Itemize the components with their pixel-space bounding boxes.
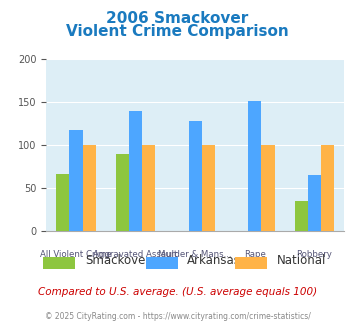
Text: Violent Crime Comparison: Violent Crime Comparison: [66, 24, 289, 39]
Text: Murder & Mans...: Murder & Mans...: [158, 250, 232, 259]
Text: Compared to U.S. average. (U.S. average equals 100): Compared to U.S. average. (U.S. average …: [38, 287, 317, 297]
Bar: [129, 111, 142, 231]
Bar: [308, 175, 321, 231]
Text: 2006 Smackover: 2006 Smackover: [106, 11, 248, 26]
Text: Aggravated Assault: Aggravated Assault: [93, 250, 178, 259]
Bar: [70, 130, 82, 231]
Text: Rape: Rape: [244, 250, 266, 259]
Text: © 2025 CityRating.com - https://www.cityrating.com/crime-statistics/: © 2025 CityRating.com - https://www.city…: [45, 312, 310, 321]
Text: Smackover: Smackover: [85, 254, 150, 267]
Bar: [142, 145, 155, 231]
Bar: [116, 154, 129, 231]
Bar: [202, 145, 215, 231]
Text: Arkansas: Arkansas: [187, 254, 241, 267]
Bar: [321, 145, 334, 231]
Bar: [261, 145, 274, 231]
Bar: [295, 201, 308, 231]
Bar: [56, 174, 70, 231]
Bar: [248, 101, 261, 231]
FancyBboxPatch shape: [235, 257, 267, 269]
Text: Robbery: Robbery: [296, 250, 333, 259]
Bar: [82, 145, 95, 231]
Bar: [189, 121, 202, 231]
Text: National: National: [277, 254, 326, 267]
FancyBboxPatch shape: [43, 257, 75, 269]
Text: All Violent Crime: All Violent Crime: [40, 250, 112, 259]
FancyBboxPatch shape: [146, 257, 178, 269]
